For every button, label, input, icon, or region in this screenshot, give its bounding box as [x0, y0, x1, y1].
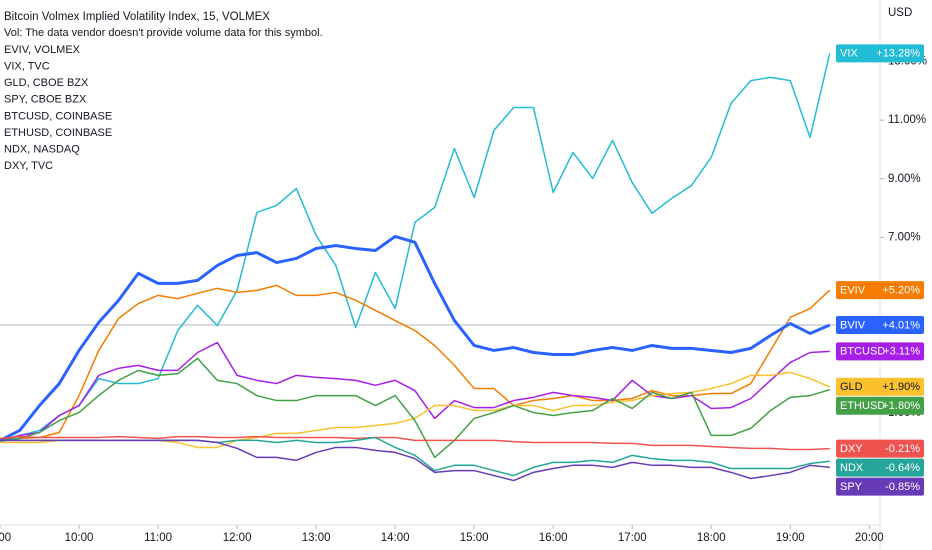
badge-background: [836, 458, 924, 477]
legend-entry: GLD, CBOE BZX: [4, 77, 89, 89]
badge-name: BTCUSD: [840, 346, 885, 358]
x-tick-label: 13:00: [302, 532, 331, 544]
series-line: [0, 435, 830, 451]
badge-value: +4.01%: [882, 319, 920, 331]
legend-entry: BTCUSD, COINBASE: [4, 110, 112, 122]
x-tick-label: 16:00: [539, 532, 568, 544]
badge-name: SPY: [840, 481, 863, 493]
badge-background: [836, 477, 924, 496]
series-line: [0, 234, 831, 442]
price-badge: NDX -0.64%: [836, 458, 924, 477]
price-badge: GLD +1.90%: [836, 377, 924, 396]
badge-background: [836, 281, 924, 300]
x-tick-label: 10:00: [65, 532, 94, 544]
y-tick-label: 11.00%: [888, 114, 926, 126]
badge-background: [836, 439, 924, 458]
x-tick-label: 17:00: [618, 532, 647, 544]
badge-value: +3.11%: [883, 346, 920, 358]
price-badge: BTCUSD+3.11%: [836, 342, 924, 361]
badge-value: +1.80%: [882, 400, 920, 412]
series-line: [0, 341, 830, 442]
x-tick-label: 20:00: [855, 532, 884, 544]
badge-value: +13.28%: [876, 48, 920, 60]
price-badge: VIX +13.28%: [836, 44, 924, 63]
badge-background: [836, 377, 924, 396]
legend-entry: DXY, TVC: [4, 160, 53, 172]
price-badge: DXY -0.21%: [836, 439, 924, 458]
badge-background: [836, 342, 924, 361]
price-badge: SPY -0.85%: [836, 477, 924, 496]
badge-name: DXY: [840, 443, 863, 455]
badge-background: [836, 396, 924, 415]
badge-value: -0.64%: [885, 462, 920, 474]
currency-label: USD: [888, 7, 912, 19]
badge-value: -0.21%: [885, 443, 920, 455]
y-tick-label: 7.00%: [888, 231, 921, 243]
x-tick-label: 12:00: [223, 532, 252, 544]
x-tick-label: 14:00: [381, 532, 410, 544]
badge-name: EVIV: [840, 284, 866, 296]
badge-value: -0.85%: [885, 481, 920, 493]
x-tick-label: 19:00: [776, 532, 805, 544]
subtitle: Vol: The data vendor doesn't provide vol…: [4, 27, 323, 39]
badge-name: NDX: [840, 462, 864, 474]
x-tick-label: 11:00: [144, 532, 172, 544]
badge-background: [836, 44, 924, 63]
y-tick-label: 9.00%: [888, 173, 921, 185]
series-line: [0, 357, 831, 459]
x-tick-label: 18:00: [697, 532, 726, 544]
price-badge: BVIV +4.01%: [836, 315, 924, 334]
badge-name: VIX: [840, 48, 858, 60]
chart-title: Bitcoin Volmex Implied Volatility Index,…: [4, 11, 270, 23]
badge-name: ETHUSD: [840, 400, 885, 412]
legend-entry: EVIV, VOLMEX: [4, 44, 81, 56]
badge-background: [836, 315, 924, 334]
legend-entry: SPY, CBOE BZX: [4, 94, 87, 106]
x-tick-label: 15:00: [460, 532, 489, 544]
x-tick-label: 9:00: [0, 532, 11, 544]
badge-value: +5.20%: [882, 284, 920, 296]
legend-entry: VIX, TVC: [4, 61, 50, 73]
legend-entry: ETHUSD, COINBASE: [4, 127, 112, 139]
badge-name: GLD: [840, 381, 863, 393]
price-badge: ETHUSD+1.80%: [836, 396, 924, 415]
series-line: [0, 439, 830, 482]
series-line: [0, 53, 831, 444]
badge-name: BVIV: [840, 319, 866, 331]
price-badge: EVIV +5.20%: [836, 281, 924, 300]
badge-value: +1.90%: [882, 381, 920, 393]
legend-entry: NDX, NASDAQ: [4, 144, 80, 156]
